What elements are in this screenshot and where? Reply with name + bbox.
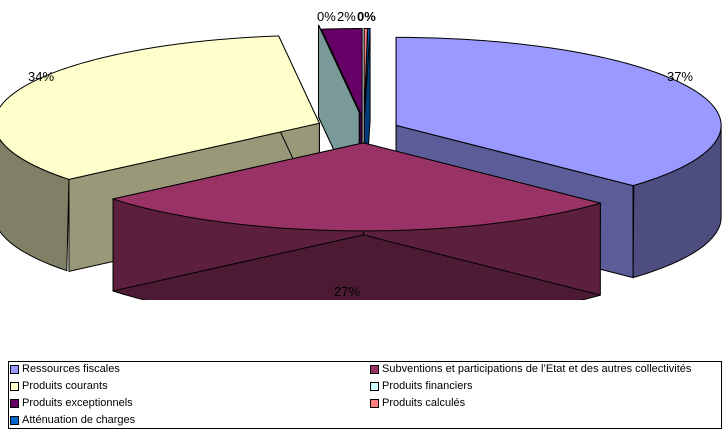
data-label: 0% <box>357 9 376 24</box>
legend-swatch <box>370 365 379 374</box>
pie-slice <box>111 142 603 300</box>
legend-label: Ressources fiscales <box>22 363 120 375</box>
legend-item: Produits courants <box>10 380 108 393</box>
legend-item: Ressources fiscales <box>10 363 120 376</box>
legend-label: Produits exceptionnels <box>22 397 133 409</box>
legend-label: Produits financiers <box>382 380 473 392</box>
legend-item: Produits exceptionnels <box>10 397 133 410</box>
legend-item: Atténuation de charges <box>10 414 135 427</box>
legend-swatch <box>10 365 19 374</box>
legend-label: Subventions et participations de l’Etat … <box>382 363 692 375</box>
chart-legend: Ressources fiscales Subventions et partic… <box>8 361 722 429</box>
legend-item: Produits financiers <box>370 380 473 393</box>
pie-chart: 37% 27% 34% 0% 2% 0% <box>0 9 722 300</box>
data-label: 27% <box>334 284 360 299</box>
legend-swatch <box>10 382 19 391</box>
legend-swatch <box>10 416 19 425</box>
legend-label: Produits calculés <box>382 397 466 409</box>
legend-swatch <box>10 399 19 408</box>
data-label: 34% <box>28 69 54 84</box>
legend-swatch <box>370 399 379 408</box>
legend-label: Atténuation de charges <box>22 414 136 426</box>
data-label: 0% <box>317 9 336 24</box>
legend-swatch <box>370 382 379 391</box>
legend-label: Produits courants <box>22 380 108 392</box>
data-label: 37% <box>667 69 693 84</box>
legend-item: Produits calculés <box>370 397 465 410</box>
legend-item: Subventions et participations de l’Etat … <box>370 363 691 376</box>
data-label: 2% <box>337 9 356 24</box>
